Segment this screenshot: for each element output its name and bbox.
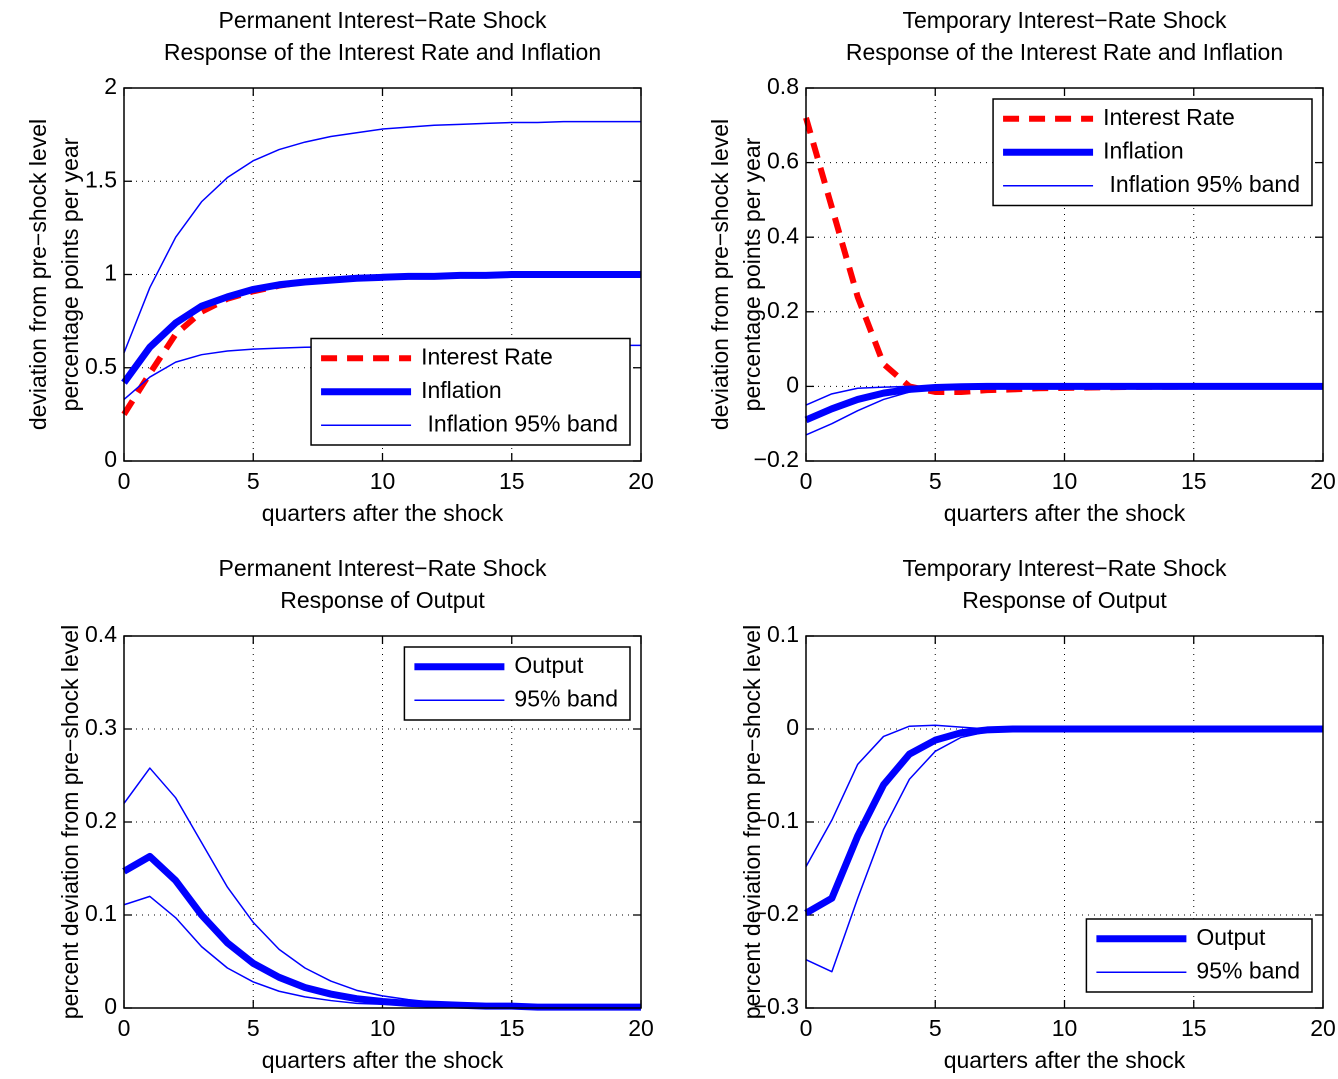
x-tick-label: 15 <box>1181 468 1207 494</box>
legend-label: Output <box>514 652 584 678</box>
y-tick-label: 0.3 <box>85 714 117 740</box>
x-tick-label: 5 <box>247 468 260 494</box>
y-tick-label: 0 <box>104 446 117 472</box>
y-tick-label: 0.1 <box>85 900 117 926</box>
x-axis-label: quarters after the shock <box>262 500 504 526</box>
axes-frame <box>805 635 1324 1009</box>
x-axis-label: quarters after the shock <box>944 1047 1186 1073</box>
legend: Interest Rate Inflation Inflation 95% ban… <box>310 337 631 446</box>
y-tick-label: −0.1 <box>754 807 799 833</box>
x-axis-label: quarters after the shock <box>944 500 1186 526</box>
legend-label: Inflation <box>421 377 502 403</box>
y-tick-label: 0.4 <box>85 621 117 647</box>
legend-label: Output <box>1196 924 1266 950</box>
legend-label: Interest Rate <box>421 343 553 369</box>
legend-label: Interest Rate <box>1103 104 1235 130</box>
y-axis-label: deviation from pre−shock level <box>707 119 733 430</box>
y-tick-label: −0.2 <box>754 446 799 472</box>
legend: Output 95% band <box>1085 918 1313 993</box>
y-tick-label: 0.6 <box>767 148 799 174</box>
x-tick-label: 0 <box>118 468 131 494</box>
y-tick-label: 0 <box>786 714 799 740</box>
x-tick-label: 15 <box>1181 1015 1207 1041</box>
legend-box <box>403 646 631 721</box>
x-tick-label: 10 <box>1052 468 1078 494</box>
y-axis-label: deviation from pre−shock level <box>25 119 51 430</box>
x-tick-label: 20 <box>1310 468 1336 494</box>
y-tick-label: 2 <box>104 73 117 99</box>
axes-frame <box>123 635 642 1009</box>
y-tick-label: 0.2 <box>85 807 117 833</box>
legend: Interest Rate Inflation Inflation 95% ban… <box>992 98 1313 207</box>
y-axis-label: percent deviation from pre−shock level <box>57 625 83 1019</box>
legend-label: 95% band <box>514 685 618 711</box>
y-tick-label: 1.5 <box>85 166 117 192</box>
x-tick-label: 20 <box>1310 1015 1336 1041</box>
y-tick-label: 1 <box>104 260 117 286</box>
chart-subtitle: Response of Output <box>962 587 1167 613</box>
legend-label: 95% band <box>1196 957 1300 983</box>
chart-title: Permanent Interest−Rate Shock <box>219 555 547 581</box>
chart-title: Temporary Interest−Rate Shock <box>902 7 1227 33</box>
x-tick-label: 5 <box>929 1015 942 1041</box>
x-tick-label: 10 <box>370 468 396 494</box>
y-tick-label: 0 <box>104 993 117 1019</box>
y-axis-label: percentage points per year <box>57 137 83 411</box>
x-tick-label: 5 <box>929 468 942 494</box>
axes-frame <box>123 87 642 462</box>
x-tick-label: 20 <box>628 468 654 494</box>
legend: Output 95% band <box>403 646 631 721</box>
series-line <box>805 728 1323 973</box>
chart-subtitle: Response of the Interest Rate and Inflat… <box>164 39 601 65</box>
legend-label: Inflation 95% band <box>421 410 618 436</box>
y-tick-label: 0.5 <box>85 353 117 379</box>
y-tick-label: 0.1 <box>767 621 799 647</box>
legend-label: Inflation 95% band <box>1103 171 1300 197</box>
x-tick-label: 5 <box>247 1015 260 1041</box>
chart-title: Temporary Interest−Rate Shock <box>902 555 1227 581</box>
series-line <box>123 120 641 354</box>
axes-frame <box>805 87 1324 462</box>
series-line <box>805 385 1323 436</box>
y-tick-label: 0.2 <box>767 297 799 323</box>
x-axis-label: quarters after the shock <box>262 1047 504 1073</box>
x-tick-label: 0 <box>118 1015 131 1041</box>
y-tick-label: −0.3 <box>754 993 799 1019</box>
legend-box <box>1085 918 1313 993</box>
x-tick-label: 10 <box>1052 1015 1078 1041</box>
y-tick-label: 0.8 <box>767 73 799 99</box>
chart-subtitle: Response of Output <box>280 587 485 613</box>
x-tick-label: 15 <box>499 1015 525 1041</box>
y-tick-label: 0.4 <box>767 222 799 248</box>
legend-label: Inflation <box>1103 137 1184 163</box>
y-axis-label: percentage points per year <box>739 137 765 411</box>
y-axis-label: percent deviation from pre−shock level <box>739 625 765 1019</box>
chart-title: Permanent Interest−Rate Shock <box>219 7 547 33</box>
x-tick-label: 0 <box>800 1015 813 1041</box>
x-tick-label: 0 <box>800 468 813 494</box>
chart-subtitle: Response of the Interest Rate and Inflat… <box>846 39 1283 65</box>
y-tick-label: −0.2 <box>754 900 799 926</box>
x-tick-label: 20 <box>628 1015 654 1041</box>
y-tick-label: 0 <box>786 371 799 397</box>
x-tick-label: 15 <box>499 468 525 494</box>
x-tick-label: 10 <box>370 1015 396 1041</box>
series-line <box>123 895 641 1008</box>
series-line <box>121 271 641 385</box>
